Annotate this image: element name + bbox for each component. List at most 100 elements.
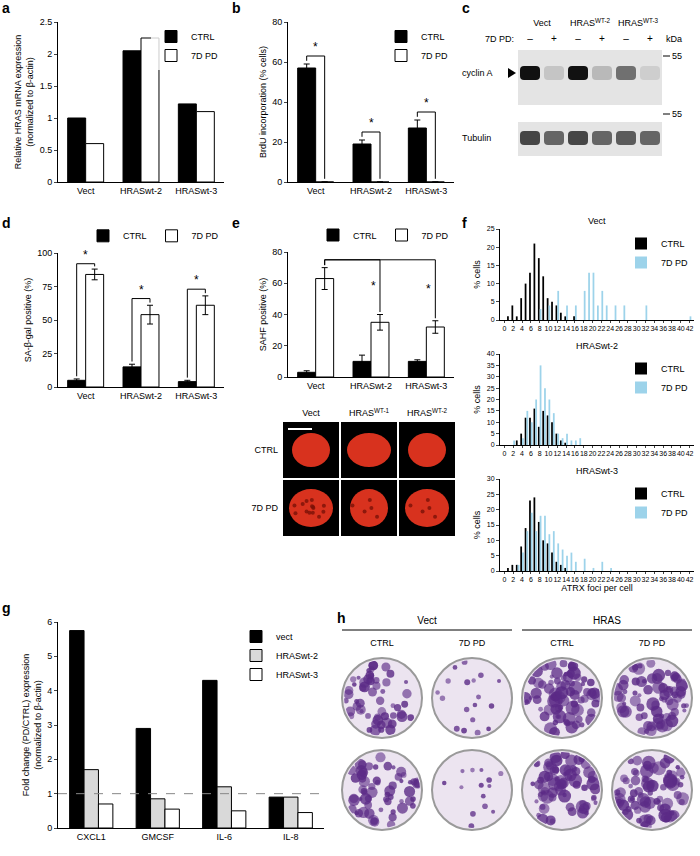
- svg-text:30: 30: [487, 475, 495, 482]
- svg-text:16: 16: [571, 450, 579, 457]
- svg-text:40: 40: [677, 450, 685, 457]
- svg-text:HRASwt-3: HRASwt-3: [576, 466, 618, 476]
- svg-text:CTRL: CTRL: [661, 489, 685, 499]
- svg-text:26: 26: [615, 325, 623, 332]
- svg-text:IL-8: IL-8: [283, 832, 299, 842]
- svg-text:10: 10: [487, 419, 495, 426]
- svg-text:12: 12: [553, 450, 561, 457]
- svg-text:ATRX foci per cell: ATRX foci per cell: [561, 583, 632, 593]
- svg-text:–: –: [623, 33, 629, 44]
- svg-text:2: 2: [47, 754, 52, 764]
- svg-text:+: +: [599, 33, 605, 44]
- svg-text:2.5: 2.5: [40, 17, 53, 27]
- svg-text:*: *: [426, 282, 431, 296]
- svg-text:34: 34: [650, 450, 658, 457]
- svg-text:*: *: [194, 273, 199, 287]
- svg-text:HRASwt-3: HRASwt-3: [175, 391, 217, 401]
- svg-text:10: 10: [545, 450, 553, 457]
- svg-text:8: 8: [538, 325, 542, 332]
- svg-text:0: 0: [47, 823, 52, 833]
- svg-text:6: 6: [529, 325, 533, 332]
- svg-text:Relative HRAS mRNA expression(: Relative HRAS mRNA expression(normalized…: [13, 35, 35, 170]
- svg-text:BrdU incorporation (% cells): BrdU incorporation (% cells): [258, 46, 268, 158]
- svg-text:80: 80: [272, 247, 282, 257]
- svg-text:35: 35: [487, 362, 495, 369]
- svg-text:0: 0: [502, 325, 506, 332]
- svg-text:38: 38: [668, 325, 676, 332]
- svg-text:3: 3: [47, 720, 52, 730]
- svg-text:40: 40: [677, 325, 685, 332]
- svg-text:6: 6: [529, 576, 533, 583]
- svg-text:10: 10: [545, 576, 553, 583]
- svg-text:CTRL: CTRL: [191, 32, 215, 42]
- svg-text:2: 2: [511, 576, 515, 583]
- svg-text:34: 34: [650, 576, 658, 583]
- svg-text:4: 4: [47, 686, 52, 696]
- svg-text:10: 10: [487, 280, 495, 287]
- svg-text:HRASWT-2: HRASWT-2: [570, 17, 611, 29]
- svg-text:32: 32: [642, 450, 650, 457]
- svg-text:10: 10: [545, 325, 553, 332]
- svg-text:36: 36: [659, 576, 667, 583]
- svg-text:25: 25: [487, 491, 495, 498]
- svg-text:40: 40: [272, 97, 282, 107]
- svg-text:% cells: % cells: [472, 385, 482, 414]
- svg-text:14: 14: [562, 450, 570, 457]
- svg-text:2: 2: [47, 49, 52, 59]
- svg-text:–: –: [575, 33, 581, 44]
- svg-text:Vect: Vect: [77, 186, 95, 196]
- svg-text:22: 22: [598, 325, 606, 332]
- svg-text:HRASwt-3: HRASwt-3: [405, 186, 447, 196]
- svg-text:Vect: Vect: [307, 186, 325, 196]
- svg-text:25: 25: [487, 385, 495, 392]
- svg-text:0: 0: [502, 450, 506, 457]
- svg-text:12: 12: [553, 576, 561, 583]
- svg-text:GMCSF: GMCSF: [142, 832, 175, 842]
- svg-text:CTRL: CTRL: [421, 32, 445, 42]
- svg-text:7D PD: 7D PD: [192, 231, 219, 241]
- svg-text:HRASwt-2: HRASwt-2: [276, 651, 318, 661]
- svg-text:Fold change (PD/CTRL) expressi: Fold change (PD/CTRL) expression(normali…: [21, 654, 43, 797]
- svg-text:24: 24: [606, 576, 614, 583]
- svg-text:1: 1: [47, 113, 52, 123]
- svg-text:30: 30: [633, 325, 641, 332]
- svg-text:HRASwt-2: HRASwt-2: [350, 381, 392, 391]
- svg-text:CTRL: CTRL: [661, 239, 685, 249]
- svg-text:% cells: % cells: [472, 260, 482, 289]
- svg-text:16: 16: [571, 325, 579, 332]
- svg-text:38: 38: [668, 450, 676, 457]
- svg-text:0: 0: [502, 576, 506, 583]
- svg-text:20: 20: [487, 506, 495, 513]
- svg-text:55: 55: [672, 109, 682, 119]
- svg-text:HRASwt-3: HRASwt-3: [175, 186, 217, 196]
- svg-text:75: 75: [42, 282, 52, 292]
- svg-text:CTRL: CTRL: [661, 364, 685, 374]
- svg-text:20: 20: [487, 244, 495, 251]
- svg-text:*: *: [313, 40, 318, 54]
- svg-text:26: 26: [615, 450, 623, 457]
- svg-text:0: 0: [277, 372, 282, 382]
- svg-text:HRASWT-2: HRASWT-2: [407, 407, 448, 419]
- svg-text:24: 24: [606, 325, 614, 332]
- svg-text:42: 42: [686, 325, 694, 332]
- svg-text:8: 8: [538, 450, 542, 457]
- svg-text:20: 20: [589, 576, 597, 583]
- svg-text:IL-6: IL-6: [216, 832, 232, 842]
- svg-text:38: 38: [668, 576, 676, 583]
- svg-text:20: 20: [589, 325, 597, 332]
- svg-text:0: 0: [491, 567, 495, 574]
- svg-text:40: 40: [272, 310, 282, 320]
- svg-text:Vect: Vect: [302, 408, 320, 418]
- svg-text:Vect: Vect: [307, 381, 325, 391]
- svg-text:30: 30: [633, 450, 641, 457]
- svg-text:14: 14: [562, 576, 570, 583]
- svg-text:HRASwt-2: HRASwt-2: [576, 341, 618, 351]
- svg-text:5: 5: [491, 298, 495, 305]
- svg-text:28: 28: [624, 325, 632, 332]
- svg-text:26: 26: [615, 576, 623, 583]
- svg-text:22: 22: [598, 576, 606, 583]
- svg-text:Vect: Vect: [77, 391, 95, 401]
- svg-text:6: 6: [529, 450, 533, 457]
- svg-text:42: 42: [686, 576, 694, 583]
- svg-text:18: 18: [580, 325, 588, 332]
